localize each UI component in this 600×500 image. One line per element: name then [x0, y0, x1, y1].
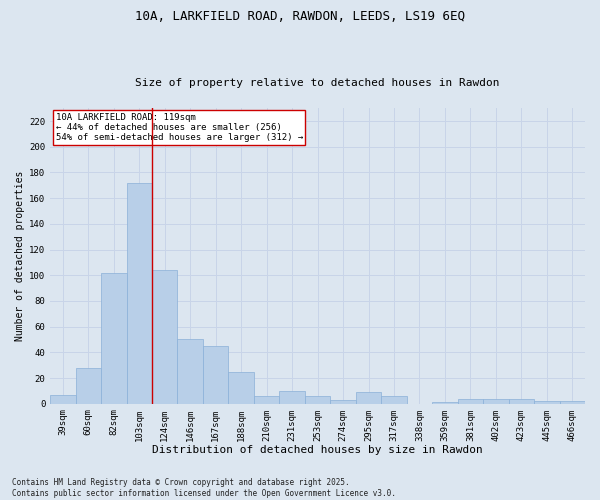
Bar — [229, 372, 254, 404]
Bar — [509, 398, 534, 404]
Bar — [152, 270, 178, 404]
Bar — [203, 346, 229, 404]
Bar — [280, 391, 305, 404]
Bar — [127, 182, 152, 404]
Bar — [50, 394, 76, 404]
Text: 10A, LARKFIELD ROAD, RAWDON, LEEDS, LS19 6EQ: 10A, LARKFIELD ROAD, RAWDON, LEEDS, LS19… — [135, 10, 465, 23]
Bar — [560, 401, 585, 404]
Title: Size of property relative to detached houses in Rawdon: Size of property relative to detached ho… — [136, 78, 500, 88]
Bar — [458, 398, 483, 404]
Text: 10A LARKFIELD ROAD: 119sqm
← 44% of detached houses are smaller (256)
54% of sem: 10A LARKFIELD ROAD: 119sqm ← 44% of deta… — [56, 112, 303, 142]
Bar — [76, 368, 101, 404]
Bar — [178, 340, 203, 404]
Bar — [305, 396, 331, 404]
Bar — [483, 398, 509, 404]
Y-axis label: Number of detached properties: Number of detached properties — [15, 171, 25, 341]
Bar — [381, 396, 407, 404]
Bar — [356, 392, 381, 404]
Bar — [101, 272, 127, 404]
Bar — [534, 401, 560, 404]
Text: Contains HM Land Registry data © Crown copyright and database right 2025.
Contai: Contains HM Land Registry data © Crown c… — [12, 478, 396, 498]
X-axis label: Distribution of detached houses by size in Rawdon: Distribution of detached houses by size … — [152, 445, 483, 455]
Bar — [432, 402, 458, 404]
Bar — [254, 396, 280, 404]
Bar — [331, 400, 356, 404]
